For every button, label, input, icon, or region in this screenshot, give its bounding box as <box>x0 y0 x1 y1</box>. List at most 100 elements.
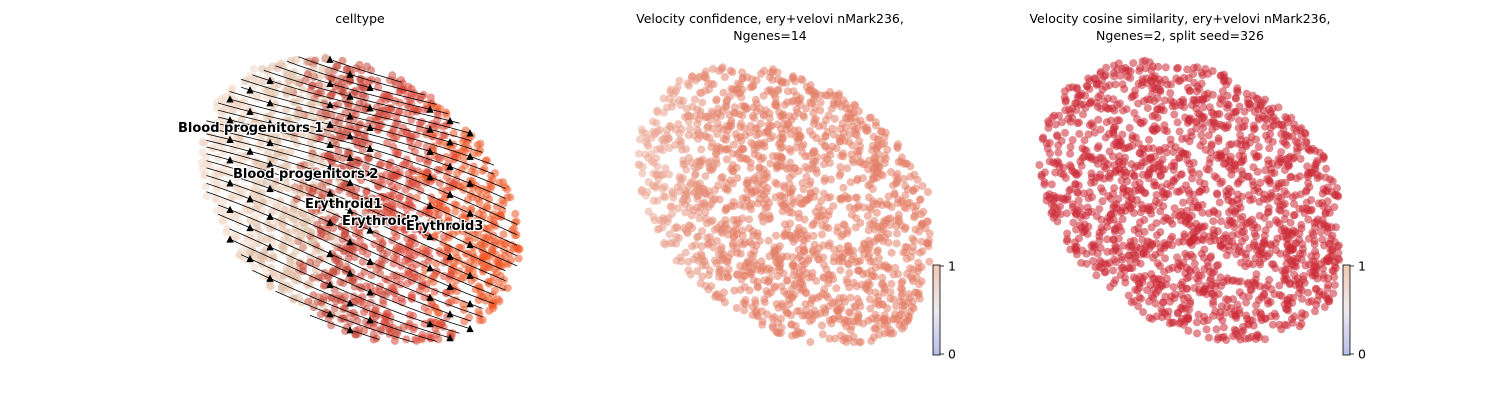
scatter-point <box>1129 59 1138 68</box>
scatter-point <box>348 275 357 283</box>
scatter-point <box>1053 217 1062 226</box>
scatter-point <box>1301 129 1310 138</box>
scatter-point <box>866 295 874 304</box>
scatter-point <box>1257 313 1265 322</box>
scatter-point <box>1178 135 1187 143</box>
scatter-point <box>390 221 399 230</box>
stream-arrow <box>226 156 234 164</box>
scatter-point <box>803 311 812 320</box>
scatter-point <box>648 117 657 126</box>
scatter-point <box>925 257 934 266</box>
scatter-point <box>1334 248 1343 257</box>
scatter-point <box>722 256 731 265</box>
scatter-point <box>812 165 821 174</box>
scatter-point <box>789 260 797 269</box>
scatter-point <box>873 248 882 256</box>
scatter-point <box>722 155 731 164</box>
scatter-point <box>660 182 669 191</box>
scatter-point <box>1130 225 1139 234</box>
scatter-point <box>773 162 782 171</box>
scatter-point <box>752 131 761 140</box>
scatter-point <box>635 135 644 144</box>
scatter-point <box>1152 289 1160 297</box>
scatter-point <box>1066 142 1075 151</box>
scatter-point <box>690 163 699 172</box>
scatter-point <box>1287 113 1296 122</box>
scatter-point <box>306 90 314 99</box>
scatter-point <box>730 286 739 295</box>
scatter-point <box>251 78 260 87</box>
stream-arrow <box>226 95 234 103</box>
scatter-point <box>484 232 493 241</box>
stream-arrow <box>246 147 254 155</box>
colorbar-tick-label: 0 <box>948 347 956 362</box>
scatter-point <box>511 209 520 218</box>
scatter-point <box>1239 326 1248 335</box>
scatter-point <box>1170 110 1179 119</box>
scatter-point <box>878 273 887 282</box>
scatter-point <box>451 248 460 257</box>
scatter-point <box>854 257 863 266</box>
scatter-point <box>492 257 501 266</box>
scatter-point <box>1239 152 1248 161</box>
scatter-point <box>867 314 876 323</box>
scatter-point <box>1330 281 1339 289</box>
scatter-point <box>850 204 859 213</box>
scatter-point <box>785 145 794 153</box>
scatter-point <box>1084 130 1093 139</box>
scatter-point <box>1068 136 1077 144</box>
scatter-point <box>292 55 300 64</box>
scatter-point <box>717 174 726 183</box>
scatter-point <box>1252 135 1261 144</box>
scatter-point <box>836 266 845 275</box>
scatter-point <box>1276 249 1285 258</box>
scatter-point <box>785 180 794 189</box>
scatter-point <box>324 273 333 282</box>
stream-arrow <box>266 119 274 127</box>
scatter-point <box>1222 80 1231 89</box>
scatter-point <box>1241 250 1250 258</box>
scatter-point <box>1080 136 1089 145</box>
scatter-point <box>852 282 861 291</box>
scatter-point <box>1115 223 1124 232</box>
scatter-point <box>230 212 239 221</box>
scatter-point <box>442 288 451 297</box>
stream-arrow <box>426 105 434 113</box>
scatter-point <box>849 158 858 167</box>
scatter-point <box>1152 281 1161 290</box>
scatter-point <box>1189 70 1198 78</box>
scatter-point <box>383 287 392 296</box>
scatter-point <box>1235 246 1243 255</box>
scatter-point <box>1265 144 1274 153</box>
scatter-point <box>1126 74 1135 82</box>
scatter-point <box>731 130 740 138</box>
scatter-point <box>771 178 780 187</box>
scatter-point <box>1260 290 1269 299</box>
scatter-point <box>850 302 859 311</box>
scatter-point <box>247 238 256 247</box>
scatter-point <box>1236 335 1245 344</box>
scatter-point <box>451 207 460 216</box>
scatter-point <box>774 140 783 149</box>
scatter-point <box>307 206 316 215</box>
scatter-point <box>389 271 398 280</box>
scatter-point <box>1217 217 1225 226</box>
scatter-point <box>1219 323 1228 332</box>
scatter-point <box>681 208 690 217</box>
scatter-point <box>750 174 759 183</box>
stream-arrow <box>466 324 474 333</box>
scatter-point <box>789 196 797 204</box>
scatter-point <box>924 242 933 251</box>
scatter-point <box>397 261 406 270</box>
scatter-point <box>727 202 736 210</box>
scatter-point <box>830 130 838 139</box>
scatter-point <box>1298 249 1307 258</box>
scatter-point <box>1161 241 1170 250</box>
scatter-point <box>764 215 773 224</box>
scatter-point <box>421 225 430 234</box>
scatter-point <box>1310 240 1319 249</box>
scatter-point <box>352 184 361 193</box>
scatter-point <box>1179 73 1188 82</box>
stream-arrow <box>326 163 334 171</box>
scatter-point <box>653 225 662 234</box>
